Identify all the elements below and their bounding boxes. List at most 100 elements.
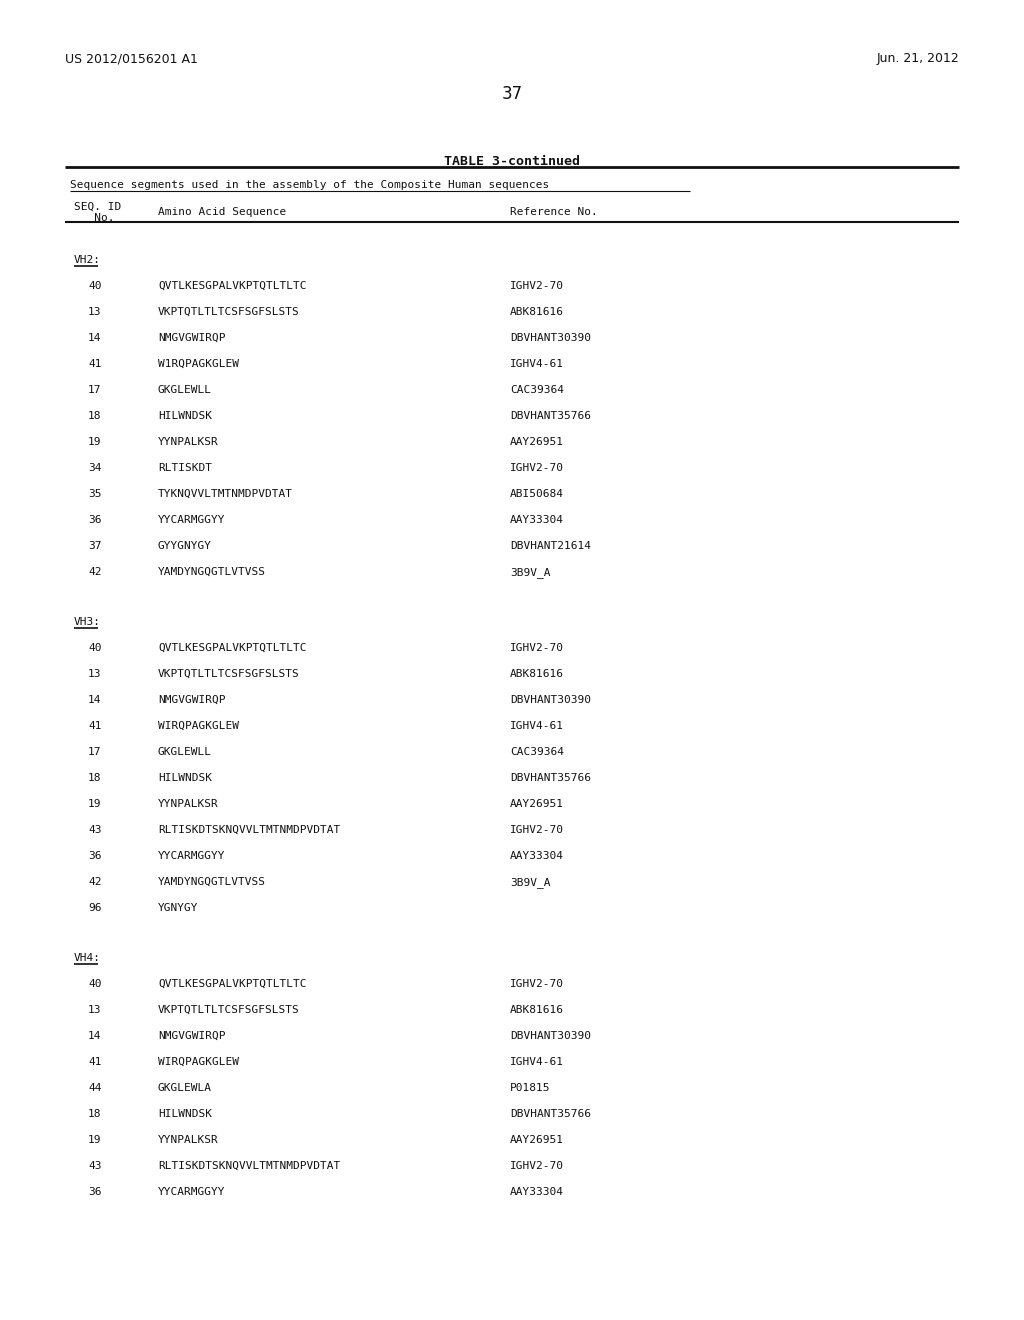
Text: 17: 17 <box>88 747 101 756</box>
Text: VKPTQTLTLTCSFSGFSLSTS: VKPTQTLTLTCSFSGFSLSTS <box>158 669 300 678</box>
Text: VKPTQTLTLTCSFSGFSLSTS: VKPTQTLTLTCSFSGFSLSTS <box>158 308 300 317</box>
Text: 42: 42 <box>88 876 101 887</box>
Text: IGHV2-70: IGHV2-70 <box>510 1162 564 1171</box>
Text: US 2012/0156201 A1: US 2012/0156201 A1 <box>65 51 198 65</box>
Text: CAC39364: CAC39364 <box>510 747 564 756</box>
Text: YYCARMGGYY: YYCARMGGYY <box>158 1187 225 1197</box>
Text: 18: 18 <box>88 774 101 783</box>
Text: 19: 19 <box>88 799 101 809</box>
Text: VH4:: VH4: <box>74 953 101 964</box>
Text: NMGVGWIRQP: NMGVGWIRQP <box>158 333 225 343</box>
Text: GKGLEWLA: GKGLEWLA <box>158 1082 212 1093</box>
Text: DBVHANT30390: DBVHANT30390 <box>510 333 591 343</box>
Text: 44: 44 <box>88 1082 101 1093</box>
Text: ABK81616: ABK81616 <box>510 669 564 678</box>
Text: DBVHANT30390: DBVHANT30390 <box>510 1031 591 1041</box>
Text: IGHV4-61: IGHV4-61 <box>510 359 564 370</box>
Text: No.: No. <box>74 213 115 223</box>
Text: 40: 40 <box>88 979 101 989</box>
Text: W1RQPAGKGLEW: W1RQPAGKGLEW <box>158 359 239 370</box>
Text: 35: 35 <box>88 488 101 499</box>
Text: P01815: P01815 <box>510 1082 551 1093</box>
Text: QVTLKESGPALVKPTQTLTLTC: QVTLKESGPALVKPTQTLTLTC <box>158 281 306 290</box>
Text: 41: 41 <box>88 721 101 731</box>
Text: 17: 17 <box>88 385 101 395</box>
Text: 43: 43 <box>88 1162 101 1171</box>
Text: 36: 36 <box>88 515 101 525</box>
Text: QVTLKESGPALVKPTQTLTLTC: QVTLKESGPALVKPTQTLTLTC <box>158 643 306 653</box>
Text: IGHV2-70: IGHV2-70 <box>510 979 564 989</box>
Text: YYCARMGGYY: YYCARMGGYY <box>158 515 225 525</box>
Text: Sequence segments used in the assembly of the Composite Human sequences: Sequence segments used in the assembly o… <box>70 180 549 190</box>
Text: ABK81616: ABK81616 <box>510 308 564 317</box>
Text: IGHV4-61: IGHV4-61 <box>510 721 564 731</box>
Text: ABK81616: ABK81616 <box>510 1005 564 1015</box>
Text: DBVHANT21614: DBVHANT21614 <box>510 541 591 550</box>
Text: AAY26951: AAY26951 <box>510 799 564 809</box>
Text: ABI50684: ABI50684 <box>510 488 564 499</box>
Text: 18: 18 <box>88 1109 101 1119</box>
Text: AAY33304: AAY33304 <box>510 851 564 861</box>
Text: 42: 42 <box>88 568 101 577</box>
Text: RLTISKDTSKNQVVLTMTNMDPVDTAT: RLTISKDTSKNQVVLTMTNMDPVDTAT <box>158 1162 340 1171</box>
Text: 40: 40 <box>88 281 101 290</box>
Text: Reference No.: Reference No. <box>510 207 598 216</box>
Text: TABLE 3-continued: TABLE 3-continued <box>444 154 580 168</box>
Text: Jun. 21, 2012: Jun. 21, 2012 <box>877 51 959 65</box>
Text: 18: 18 <box>88 411 101 421</box>
Text: DBVHANT30390: DBVHANT30390 <box>510 696 591 705</box>
Text: 41: 41 <box>88 1057 101 1067</box>
Text: AAY33304: AAY33304 <box>510 515 564 525</box>
Text: YYCARMGGYY: YYCARMGGYY <box>158 851 225 861</box>
Text: 14: 14 <box>88 333 101 343</box>
Text: HILWNDSK: HILWNDSK <box>158 1109 212 1119</box>
Text: IGHV4-61: IGHV4-61 <box>510 1057 564 1067</box>
Text: VH2:: VH2: <box>74 255 101 265</box>
Text: 19: 19 <box>88 1135 101 1144</box>
Text: 34: 34 <box>88 463 101 473</box>
Text: 13: 13 <box>88 669 101 678</box>
Text: IGHV2-70: IGHV2-70 <box>510 825 564 836</box>
Text: YYNPALKSR: YYNPALKSR <box>158 437 219 447</box>
Text: YYNPALKSR: YYNPALKSR <box>158 799 219 809</box>
Text: 41: 41 <box>88 359 101 370</box>
Text: 40: 40 <box>88 643 101 653</box>
Text: 14: 14 <box>88 696 101 705</box>
Text: HILWNDSK: HILWNDSK <box>158 411 212 421</box>
Text: HILWNDSK: HILWNDSK <box>158 774 212 783</box>
Text: WIRQPAGKGLEW: WIRQPAGKGLEW <box>158 1057 239 1067</box>
Text: 96: 96 <box>88 903 101 913</box>
Text: IGHV2-70: IGHV2-70 <box>510 643 564 653</box>
Text: QVTLKESGPALVKPTQTLTLTC: QVTLKESGPALVKPTQTLTLTC <box>158 979 306 989</box>
Text: GYYGNYGY: GYYGNYGY <box>158 541 212 550</box>
Text: TYKNQVVLTMTNMDPVDTAT: TYKNQVVLTMTNMDPVDTAT <box>158 488 293 499</box>
Text: AAY26951: AAY26951 <box>510 1135 564 1144</box>
Text: VKPTQTLTLTCSFSGFSLSTS: VKPTQTLTLTCSFSGFSLSTS <box>158 1005 300 1015</box>
Text: WIRQPAGKGLEW: WIRQPAGKGLEW <box>158 721 239 731</box>
Text: YGNYGY: YGNYGY <box>158 903 199 913</box>
Text: DBVHANT35766: DBVHANT35766 <box>510 1109 591 1119</box>
Text: VH3:: VH3: <box>74 616 101 627</box>
Text: IGHV2-70: IGHV2-70 <box>510 281 564 290</box>
Text: YAMDYNGQGTLVTVSS: YAMDYNGQGTLVTVSS <box>158 568 266 577</box>
Text: 14: 14 <box>88 1031 101 1041</box>
Text: NMGVGWIRQP: NMGVGWIRQP <box>158 1031 225 1041</box>
Text: Amino Acid Sequence: Amino Acid Sequence <box>158 207 287 216</box>
Text: RLTISKDTSKNQVVLTMTNMDPVDTAT: RLTISKDTSKNQVVLTMTNMDPVDTAT <box>158 825 340 836</box>
Text: YYNPALKSR: YYNPALKSR <box>158 1135 219 1144</box>
Text: 19: 19 <box>88 437 101 447</box>
Text: GKGLEWLL: GKGLEWLL <box>158 385 212 395</box>
Text: 43: 43 <box>88 825 101 836</box>
Text: SEQ. ID: SEQ. ID <box>74 202 121 213</box>
Text: DBVHANT35766: DBVHANT35766 <box>510 411 591 421</box>
Text: AAY33304: AAY33304 <box>510 1187 564 1197</box>
Text: YAMDYNGQGTLVTVSS: YAMDYNGQGTLVTVSS <box>158 876 266 887</box>
Text: DBVHANT35766: DBVHANT35766 <box>510 774 591 783</box>
Text: NMGVGWIRQP: NMGVGWIRQP <box>158 696 225 705</box>
Text: 13: 13 <box>88 1005 101 1015</box>
Text: IGHV2-70: IGHV2-70 <box>510 463 564 473</box>
Text: 36: 36 <box>88 851 101 861</box>
Text: 36: 36 <box>88 1187 101 1197</box>
Text: AAY26951: AAY26951 <box>510 437 564 447</box>
Text: 37: 37 <box>502 84 522 103</box>
